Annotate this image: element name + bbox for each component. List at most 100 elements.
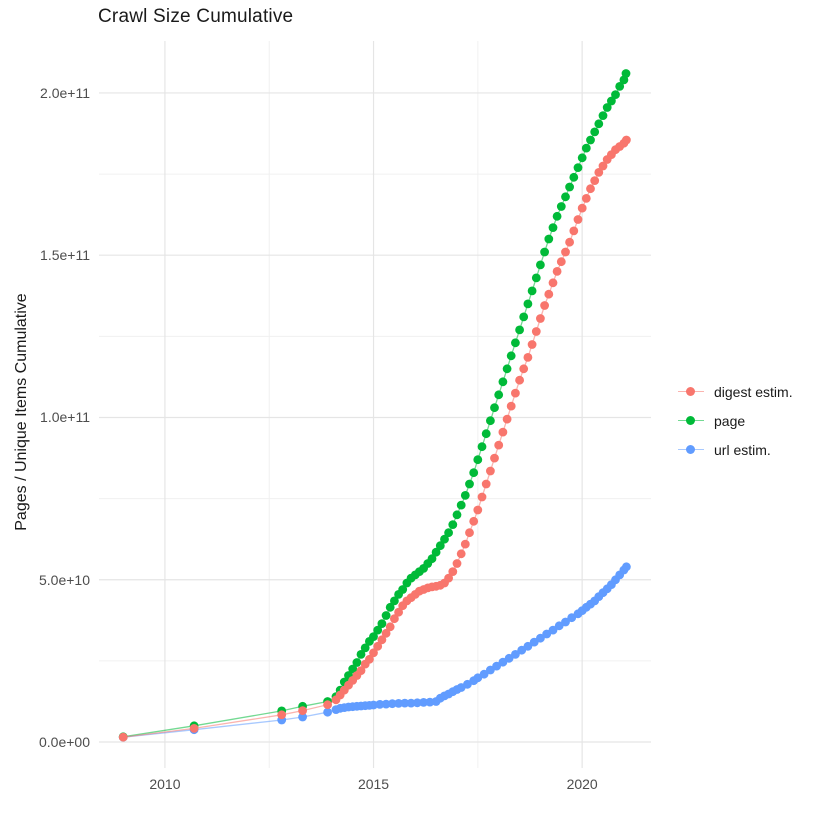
data-point-url-estim-	[419, 698, 428, 707]
data-point-page	[561, 192, 570, 202]
data-point-digest-estim-	[377, 635, 387, 645]
chart-title: Crawl Size Cumulative	[98, 6, 294, 27]
data-point-page	[431, 547, 441, 557]
data-point-url-estim-	[511, 650, 520, 659]
legend-key-dot	[686, 386, 695, 396]
data-point-page	[381, 611, 391, 620]
x-tick-label: 2010	[149, 776, 181, 792]
data-point-digest-estim-	[540, 301, 549, 310]
data-point-digest-estim-	[594, 168, 604, 177]
data-point-page	[490, 403, 499, 413]
data-point-digest-estim-	[469, 516, 479, 526]
data-point-digest-estim-	[536, 314, 545, 323]
legend-item-page: page	[678, 406, 793, 435]
data-point-page	[444, 528, 453, 538]
data-point-page	[607, 96, 616, 106]
data-point-page	[494, 390, 504, 400]
data-point-page	[348, 664, 358, 674]
data-point-page	[460, 491, 470, 500]
data-point-digest-estim-	[552, 267, 562, 276]
data-point-digest-estim-	[465, 528, 474, 538]
data-point-digest-estim-	[490, 453, 499, 463]
data-point-digest-estim-	[452, 559, 462, 568]
y-tick-label: 0.0e+00	[39, 734, 90, 751]
y-tick-label: 1.5e+11	[40, 247, 90, 264]
data-point-url-estim-	[492, 661, 501, 671]
data-point-digest-estim-	[548, 278, 558, 288]
data-point-digest-estim-	[390, 614, 399, 624]
data-point-url-estim-	[298, 712, 307, 722]
data-point-digest-estim-	[556, 257, 566, 267]
legend-item-label: page	[714, 412, 746, 429]
legend-item-label: digest estim.	[714, 383, 793, 400]
data-point-page	[615, 82, 625, 91]
legend-key-icon	[678, 385, 704, 399]
data-point-url-estim-	[406, 698, 416, 708]
data-point-url-estim-	[561, 617, 570, 627]
data-point-page	[511, 338, 520, 348]
data-point-url-estim-	[375, 700, 385, 709]
data-point-page	[544, 234, 554, 244]
data-point-page	[440, 534, 449, 544]
data-point-page	[565, 182, 574, 192]
data-point-page	[506, 351, 516, 361]
data-point-page	[456, 500, 466, 510]
data-point-digest-estim-	[561, 247, 570, 257]
legend-item-url-estim-: url estim.	[678, 435, 793, 464]
data-point-url-estim-	[369, 700, 378, 710]
x-tick-label: 2015	[357, 776, 390, 792]
data-point-digest-estim-	[531, 327, 541, 336]
data-point-url-estim-	[548, 625, 558, 635]
data-point-url-estim-	[387, 699, 397, 709]
data-point-digest-estim-	[356, 666, 366, 675]
data-point-page	[498, 377, 508, 387]
data-point-page	[486, 416, 495, 426]
y-tick-label: 5.0e+10	[39, 571, 90, 588]
data-point-digest-estim-	[569, 226, 579, 236]
data-point-page	[390, 596, 399, 606]
legend-key-icon	[678, 414, 704, 428]
data-point-page	[611, 90, 620, 99]
data-point-url-estim-	[536, 633, 545, 643]
data-point-digest-estim-	[523, 353, 533, 362]
data-point-digest-estim-	[369, 648, 378, 658]
data-point-url-estim-	[542, 629, 552, 639]
data-point-page	[621, 69, 631, 78]
data-point-digest-estim-	[565, 237, 574, 247]
data-point-page	[352, 658, 362, 667]
data-point-digest-estim-	[586, 184, 595, 194]
y-tick-label: 1.0e+11	[40, 409, 90, 426]
data-point-digest-estim-	[622, 135, 631, 145]
data-point-page	[527, 286, 537, 296]
data-point-page	[519, 312, 529, 322]
data-point-digest-estim-	[598, 161, 608, 171]
data-point-page	[465, 479, 474, 489]
data-point-page	[356, 650, 366, 659]
data-point-url-estim-	[394, 699, 403, 708]
data-point-digest-estim-	[477, 492, 487, 502]
data-point-page	[360, 643, 370, 653]
data-point-page	[385, 602, 395, 612]
data-point-page	[477, 442, 487, 452]
legend-key-icon	[678, 443, 704, 457]
data-point-page	[577, 153, 587, 163]
data-point-url-estim-	[567, 613, 577, 623]
data-point-url-estim-	[400, 698, 410, 708]
data-point-digest-estim-	[494, 440, 504, 450]
data-point-digest-estim-	[385, 622, 395, 632]
data-point-page	[481, 429, 491, 439]
data-point-page	[523, 299, 533, 309]
data-point-page	[452, 510, 462, 520]
legend-item-digest-estim-: digest estim.	[678, 377, 793, 406]
data-point-digest-estim-	[323, 700, 332, 710]
data-point-digest-estim-	[581, 194, 591, 203]
data-point-digest-estim-	[460, 539, 470, 549]
data-point-page	[556, 202, 566, 211]
data-point-digest-estim-	[277, 710, 287, 720]
data-point-digest-estim-	[519, 364, 529, 374]
data-point-digest-estim-	[118, 732, 128, 742]
data-point-url-estim-	[323, 707, 332, 717]
data-point-page	[469, 468, 479, 478]
data-point-digest-estim-	[498, 427, 508, 437]
